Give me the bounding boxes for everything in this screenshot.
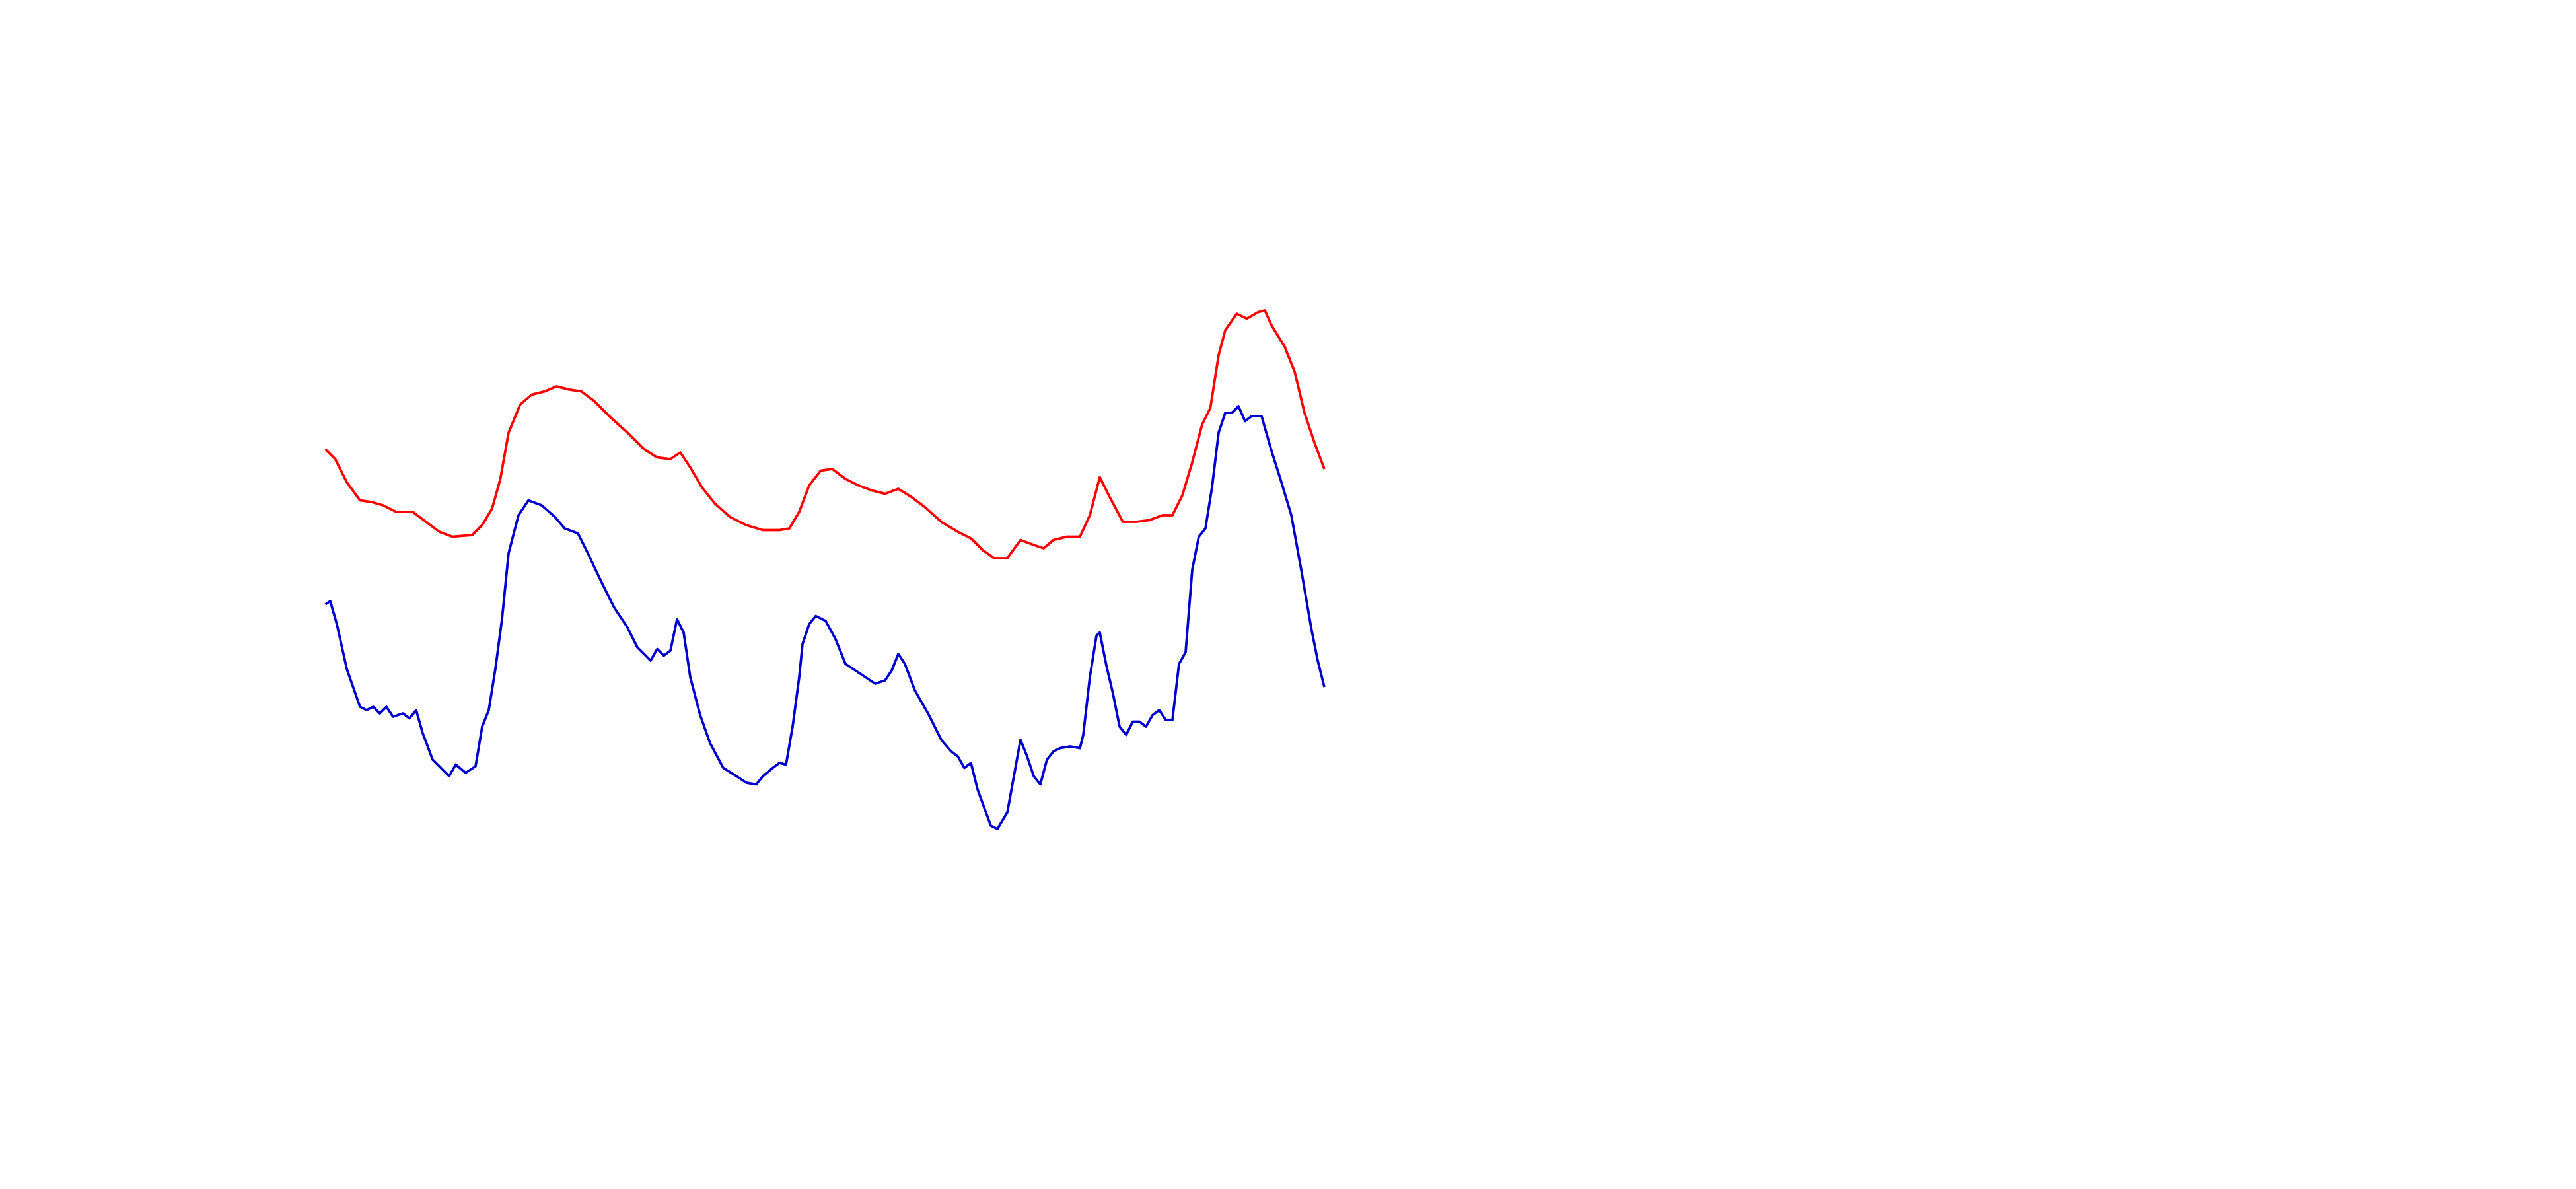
line-series bbox=[324, 405, 1326, 830]
line-series bbox=[324, 309, 1326, 559]
